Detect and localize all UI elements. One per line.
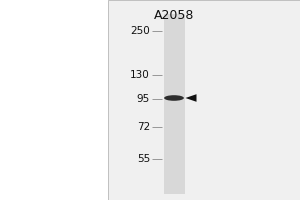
Text: 130: 130	[130, 70, 150, 80]
Text: 55: 55	[137, 154, 150, 164]
Text: 95: 95	[137, 94, 150, 104]
Text: A2058: A2058	[154, 9, 194, 22]
Text: 250: 250	[130, 26, 150, 36]
Polygon shape	[185, 94, 197, 102]
Bar	[164, 14, 184, 194]
Bar	[108, 0, 300, 200]
Ellipse shape	[164, 95, 184, 101]
Text: 72: 72	[137, 122, 150, 132]
